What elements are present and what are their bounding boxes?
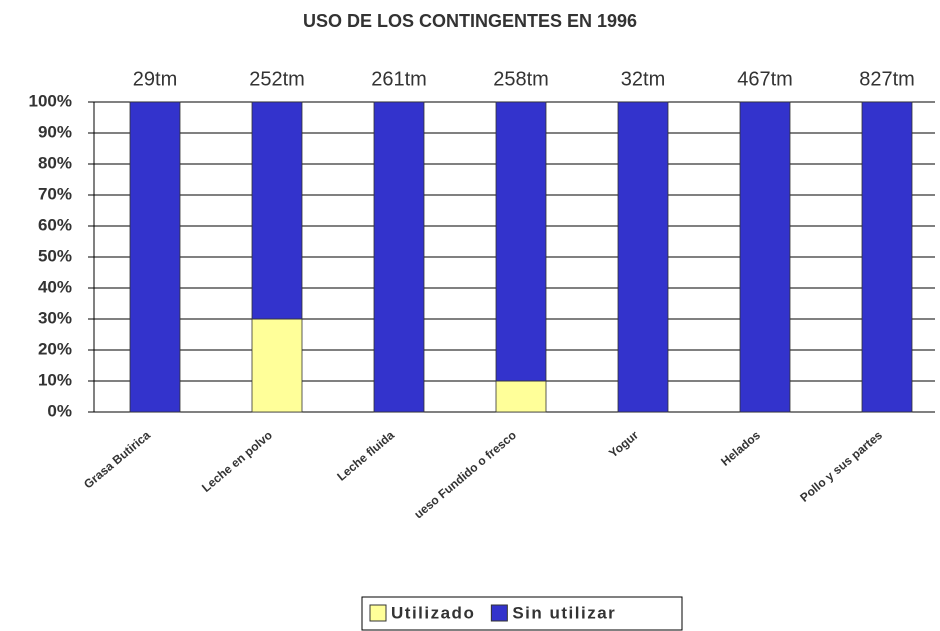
- bar-segment: [373, 101, 425, 413]
- y-tick-label: 80%: [38, 153, 72, 172]
- y-tick-label: 30%: [38, 308, 72, 327]
- y-tick-label: 90%: [38, 122, 72, 141]
- legend-label: Sin utilizar: [512, 603, 616, 622]
- y-tick-label: 20%: [38, 339, 72, 358]
- x-tick-label: Pollo y sus partes: [797, 428, 885, 505]
- annotation: 29tm: [133, 68, 177, 90]
- x-tick-label: Grasa Butirica: [81, 428, 153, 492]
- chart-title: USO DE LOS CONTINGENTES EN 1996: [303, 11, 637, 31]
- annotation: 258tm: [493, 68, 549, 90]
- x-tick-label: ueso Fundido o fresco: [411, 428, 519, 521]
- annotation: 467tm: [737, 68, 793, 90]
- y-tick-label: 50%: [38, 246, 72, 265]
- annotation: 261tm: [371, 68, 427, 90]
- legend-swatch: [490, 604, 508, 622]
- x-tick-label: Leche fluida: [334, 428, 397, 484]
- y-tick-label: 10%: [38, 370, 72, 389]
- legend-box: [361, 596, 683, 631]
- bar-segment: [251, 318, 303, 413]
- bar-segment: [739, 101, 791, 413]
- bar-segment: [251, 101, 303, 320]
- x-tick-label: Yogur: [606, 428, 641, 461]
- y-tick-label: 40%: [38, 277, 72, 296]
- y-tick-label: 100%: [29, 91, 72, 110]
- legend-label: Utilizado: [391, 603, 475, 622]
- annotation: 32tm: [621, 68, 665, 90]
- bar-segment: [129, 101, 181, 413]
- annotation: 252tm: [249, 68, 305, 90]
- bar-segment: [617, 101, 669, 413]
- y-tick-label: 70%: [38, 184, 72, 203]
- bar-segment: [495, 101, 547, 382]
- y-tick-label: 0%: [47, 401, 72, 420]
- annotation: 827tm: [859, 68, 915, 90]
- y-tick-label: 60%: [38, 215, 72, 234]
- legend-swatch: [369, 604, 387, 622]
- bar-segment: [861, 101, 913, 413]
- x-tick-label: Leche en polvo: [199, 428, 275, 495]
- bar-segment: [495, 380, 547, 413]
- x-tick-label: Helados: [718, 428, 763, 469]
